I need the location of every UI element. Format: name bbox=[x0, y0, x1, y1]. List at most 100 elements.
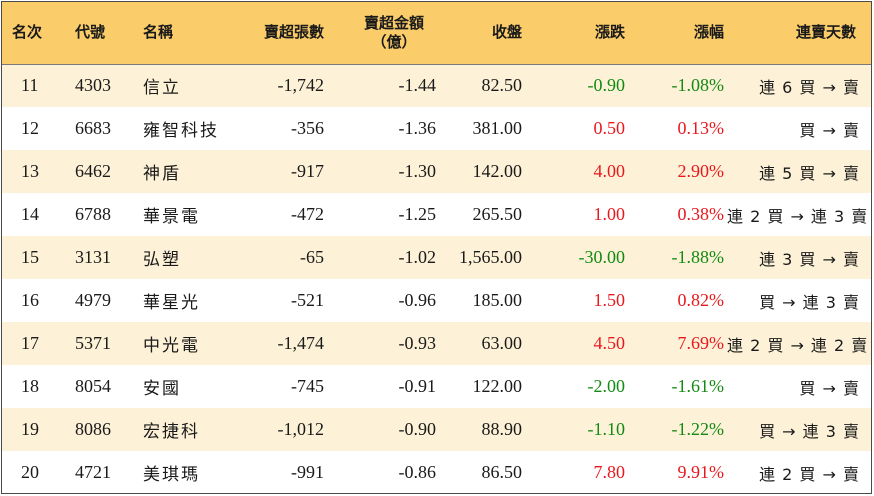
cell-code: 8054 bbox=[75, 376, 111, 396]
cell-name: 弘塑 bbox=[143, 250, 181, 270]
cell-code: 6788 bbox=[75, 204, 111, 224]
cell-code: 6462 bbox=[75, 161, 111, 181]
cell-code: 5371 bbox=[75, 333, 111, 353]
cell-streak: 連 6 買 → 賣 bbox=[759, 77, 860, 97]
cell-net-sell-shares: -521 bbox=[291, 290, 324, 310]
cell-change: 4.00 bbox=[593, 161, 626, 181]
cell-close: 86.50 bbox=[481, 462, 523, 482]
table-row: 15 3131 弘塑 -65 -1.02 1,565.00 -30.00 -1.88% 連 3 … bbox=[2, 236, 871, 279]
cell-net-sell-amount: -0.96 bbox=[398, 290, 437, 310]
table-row: 18 8054 安國 -745 -0.91 122.00 -2.00 -1.61% 買 → 賣 bbox=[2, 365, 871, 408]
cell-rank: 19 bbox=[21, 419, 39, 439]
cell-net-sell-shares: -917 bbox=[291, 161, 324, 181]
cell-net-sell-shares: -356 bbox=[291, 118, 324, 138]
cell-code: 3131 bbox=[75, 247, 111, 267]
cell-change-pct: 9.91% bbox=[677, 462, 725, 482]
cell-name: 中光電 bbox=[143, 336, 200, 356]
cell-rank: 14 bbox=[21, 204, 39, 224]
cell-streak: 連 2 買 → 連 2 賣 bbox=[727, 335, 869, 355]
cell-net-sell-amount: -0.90 bbox=[398, 419, 437, 439]
cell-net-sell-amount: -1.25 bbox=[398, 204, 437, 224]
cell-code: 4721 bbox=[75, 462, 111, 482]
cell-net-sell-shares: -745 bbox=[291, 376, 324, 396]
table-row: 19 8086 宏捷科 -1,012 -0.90 88.90 -1.10 -1.22% 買 → … bbox=[2, 408, 871, 451]
cell-streak: 買 → 連 3 賣 bbox=[759, 292, 860, 312]
cell-change-pct: 0.38% bbox=[677, 204, 725, 224]
cell-net-sell-amount: -1.36 bbox=[398, 118, 437, 138]
table-row: 16 4979 華星光 -521 -0.96 185.00 1.50 0.82% 買 → 連 3… bbox=[2, 279, 871, 322]
header-net-sell-amount-line1: 賣超金額 bbox=[363, 13, 424, 32]
cell-net-sell-amount: -0.93 bbox=[398, 333, 437, 353]
header-code: 代號 bbox=[65, 2, 133, 65]
cell-change: -30.00 bbox=[578, 247, 626, 267]
cell-name: 華星光 bbox=[143, 293, 200, 313]
cell-net-sell-amount: -1.02 bbox=[398, 247, 437, 267]
header-change: 漲跌 bbox=[536, 2, 633, 65]
cell-name: 美琪瑪 bbox=[143, 465, 200, 485]
header-net-sell-shares: 賣超張數 bbox=[238, 2, 342, 65]
cell-rank: 17 bbox=[21, 333, 39, 353]
cell-change-pct: -1.61% bbox=[671, 376, 725, 396]
cell-close: 1,565.00 bbox=[459, 247, 522, 267]
cell-code: 6683 bbox=[75, 118, 111, 138]
cell-net-sell-amount: -1.44 bbox=[398, 75, 437, 96]
table-row: 20 4721 美琪瑪 -991 -0.86 86.50 7.80 9.91% 連 2 買 → … bbox=[2, 451, 871, 493]
table-body: 11 4303 信立 -1,742 -1.44 82.50 -0.90 -1.08% 連 6 買… bbox=[2, 64, 871, 493]
cell-streak: 連 5 買 → 賣 bbox=[759, 163, 860, 183]
cell-rank: 11 bbox=[21, 75, 39, 96]
cell-rank: 13 bbox=[21, 161, 39, 181]
table-row: 12 6683 雍智科技 -356 -1.36 381.00 0.50 0.13% 買 → 賣 bbox=[2, 107, 871, 150]
cell-name: 安國 bbox=[143, 379, 181, 399]
cell-net-sell-shares: -991 bbox=[291, 462, 324, 482]
cell-name: 信立 bbox=[143, 78, 181, 99]
header-change-pct: 漲幅 bbox=[633, 2, 727, 65]
cell-rank: 20 bbox=[21, 462, 39, 482]
cell-close: 381.00 bbox=[472, 118, 523, 138]
cell-close: 63.00 bbox=[481, 333, 523, 353]
cell-net-sell-shares: -1,474 bbox=[277, 333, 325, 353]
cell-net-sell-amount: -0.86 bbox=[398, 462, 437, 482]
cell-streak: 買 → 賣 bbox=[799, 120, 860, 140]
header-net-sell-amount-line2: （億） bbox=[371, 32, 417, 51]
cell-rank: 16 bbox=[21, 290, 39, 310]
cell-code: 8086 bbox=[75, 419, 111, 439]
cell-name: 宏捷科 bbox=[143, 422, 200, 442]
cell-rank: 15 bbox=[21, 247, 39, 267]
cell-close: 88.90 bbox=[481, 419, 523, 439]
cell-close: 185.00 bbox=[472, 290, 523, 310]
cell-net-sell-shares: -65 bbox=[300, 247, 324, 267]
cell-name: 雍智科技 bbox=[143, 121, 219, 141]
cell-change-pct: -1.22% bbox=[671, 419, 725, 439]
cell-change: 7.80 bbox=[593, 462, 626, 482]
cell-name: 神盾 bbox=[143, 164, 181, 184]
cell-change: 1.00 bbox=[593, 204, 626, 224]
cell-net-sell-amount: -1.30 bbox=[398, 161, 437, 181]
cell-change-pct: 0.13% bbox=[677, 118, 725, 138]
header-row: 名次 代號 名稱 賣超張數 賣超金額 （億） 收盤 漲跌 漲幅 連賣天數 bbox=[2, 2, 871, 65]
cell-close: 265.50 bbox=[472, 204, 523, 224]
cell-change: 1.50 bbox=[593, 290, 626, 310]
header-streak: 連賣天數 bbox=[727, 2, 871, 65]
cell-streak: 連 3 買 → 賣 bbox=[759, 249, 860, 269]
cell-change-pct: -1.08% bbox=[671, 75, 725, 96]
cell-rank: 12 bbox=[21, 118, 39, 138]
cell-streak: 連 2 買 → 連 3 賣 bbox=[727, 206, 869, 226]
cell-streak: 買 → 連 3 賣 bbox=[759, 421, 860, 441]
cell-change: 4.50 bbox=[593, 333, 626, 353]
cell-change: -1.10 bbox=[587, 419, 626, 439]
cell-change-pct: 7.69% bbox=[677, 333, 725, 353]
cell-net-sell-shares: -1,742 bbox=[277, 75, 325, 96]
cell-close: 122.00 bbox=[472, 376, 523, 396]
cell-change: -0.90 bbox=[587, 75, 626, 96]
table-row: 11 4303 信立 -1,742 -1.44 82.50 -0.90 -1.08% 連 6 買… bbox=[2, 64, 871, 107]
table-row: 17 5371 中光電 -1,474 -0.93 63.00 4.50 7.69% 連 2 買 … bbox=[2, 322, 871, 365]
cell-change-pct: 2.90% bbox=[677, 161, 725, 181]
header-name: 名稱 bbox=[133, 2, 238, 65]
table-row: 14 6788 華景電 -472 -1.25 265.50 1.00 0.38% 連 2 買 →… bbox=[2, 193, 871, 236]
cell-change-pct: -1.88% bbox=[671, 247, 725, 267]
cell-rank: 18 bbox=[21, 376, 39, 396]
header-net-sell-amount: 賣超金額 （億） bbox=[342, 2, 446, 65]
cell-change: -2.00 bbox=[587, 376, 626, 396]
